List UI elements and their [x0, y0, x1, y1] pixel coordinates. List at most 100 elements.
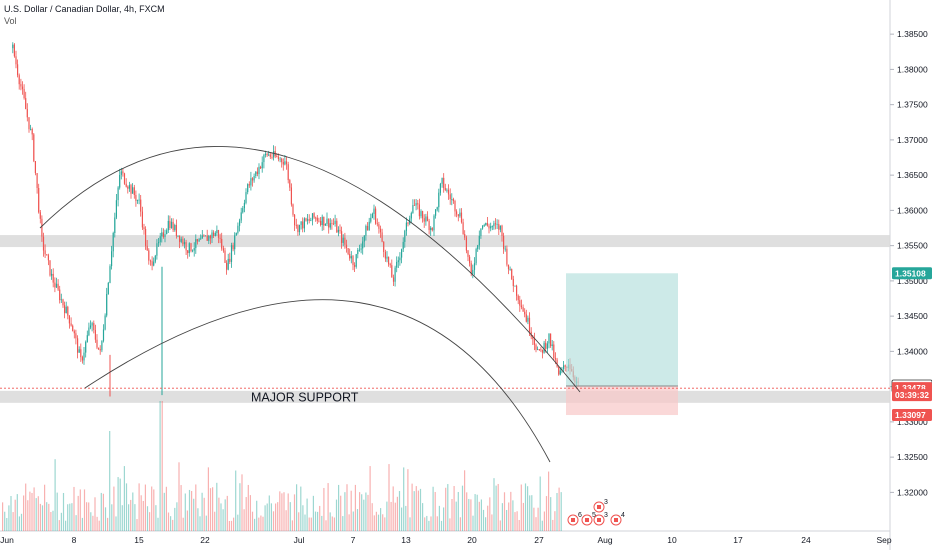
volume-bar — [359, 492, 361, 531]
x-tick-label: Sep — [876, 535, 891, 545]
volume-bar — [298, 512, 300, 531]
flag-mark — [571, 518, 575, 522]
x-tick-label: 7 — [351, 535, 356, 545]
volume-bar — [352, 511, 354, 531]
x-tick-label: 13 — [401, 535, 411, 545]
candle-body — [83, 352, 85, 361]
volume-bar — [54, 459, 56, 531]
volume-bar — [422, 503, 424, 531]
event-count: 6 — [578, 512, 582, 519]
candle-body — [164, 234, 166, 237]
volume-bar — [457, 491, 459, 531]
candle-body — [302, 221, 304, 229]
volume-bar — [335, 499, 338, 531]
volume-bar — [461, 485, 464, 531]
volume-bar — [558, 487, 560, 531]
y-tick-label: 1.35000 — [897, 276, 928, 286]
volume-bar — [524, 483, 527, 531]
candle-body — [136, 200, 139, 201]
volume-bar — [314, 511, 317, 531]
volume-bar — [529, 495, 531, 531]
candle-body — [551, 344, 553, 346]
volume-bar — [405, 505, 407, 531]
x-tick-label: 22 — [200, 535, 210, 545]
candle-body — [464, 234, 466, 238]
volume-bar — [14, 499, 16, 531]
volume-bar — [60, 512, 62, 531]
candle-body — [436, 207, 438, 210]
candle-body — [128, 185, 130, 189]
volume-bar — [220, 503, 222, 531]
candle-body — [541, 349, 544, 353]
economic-event-icon[interactable]: 5 — [581, 512, 596, 526]
volume-bar — [67, 504, 69, 531]
candle-body — [537, 349, 539, 350]
economic-event-icon[interactable]: 3 — [593, 512, 608, 526]
candle-body — [13, 44, 15, 57]
volume-bar — [20, 513, 23, 531]
candle-body — [490, 226, 492, 229]
candle-body — [378, 224, 380, 229]
candle-body — [486, 223, 488, 226]
volume-bar — [146, 506, 149, 531]
candle-body — [451, 199, 453, 200]
volume-bar — [535, 517, 537, 531]
volume-bar — [33, 487, 35, 531]
economic-event-icon[interactable]: 4 — [610, 512, 625, 526]
volume-bar — [293, 494, 296, 531]
volume-bar — [308, 517, 310, 531]
price-label-text: 1.35108 — [895, 268, 926, 278]
volume-bar — [434, 491, 436, 531]
economic-event-icon[interactable]: 6 — [567, 512, 582, 526]
candle-body — [465, 237, 467, 251]
candle-body — [109, 266, 111, 283]
candle-body — [201, 235, 203, 239]
x-tick-label: Aug — [597, 535, 612, 545]
volume-bar — [83, 489, 86, 531]
candle-body — [162, 232, 164, 237]
candle-body — [242, 208, 244, 213]
volume-bar — [119, 478, 121, 531]
flag-mark — [585, 518, 589, 522]
candle-body — [177, 235, 179, 237]
volume-bar — [281, 493, 283, 531]
volume-bar — [417, 490, 419, 531]
candle-body — [320, 221, 322, 225]
volume-bar — [401, 507, 403, 531]
candle-body — [478, 235, 480, 246]
volume-bar — [438, 505, 440, 531]
candle-body — [15, 56, 17, 65]
candle-body — [454, 201, 456, 212]
candle-body — [247, 184, 249, 193]
volume-bar — [174, 507, 176, 531]
volume-bar — [312, 495, 314, 531]
symbol-title[interactable]: U.S. Dollar / Canadian Dollar, 4h, FXCM — [4, 4, 165, 14]
volume-bar — [296, 484, 298, 531]
candle-body — [28, 117, 30, 130]
volume-bar — [346, 484, 348, 531]
candle-body — [25, 98, 27, 110]
candle-body — [183, 242, 186, 245]
volume-bar — [375, 511, 377, 531]
candle-body — [216, 230, 218, 233]
candle-body — [368, 221, 370, 231]
candle-body — [493, 223, 495, 227]
candle-body — [135, 195, 137, 201]
candle-body — [554, 358, 557, 360]
volume-bar — [415, 486, 417, 531]
candle-body — [26, 109, 28, 118]
candle-body — [559, 370, 561, 375]
volume-bar — [100, 492, 102, 531]
price-label: 1.35108 — [892, 267, 932, 280]
candle-body — [117, 187, 119, 201]
candle-body — [188, 243, 190, 254]
volume-bar — [319, 505, 321, 531]
volume-bar — [510, 491, 512, 531]
candle-body — [446, 189, 448, 191]
candle-body — [251, 178, 254, 181]
candle-body — [264, 153, 267, 156]
volume-bar — [31, 492, 33, 531]
economic-event-icon[interactable]: 3 — [593, 499, 608, 513]
candle-body — [224, 250, 226, 263]
